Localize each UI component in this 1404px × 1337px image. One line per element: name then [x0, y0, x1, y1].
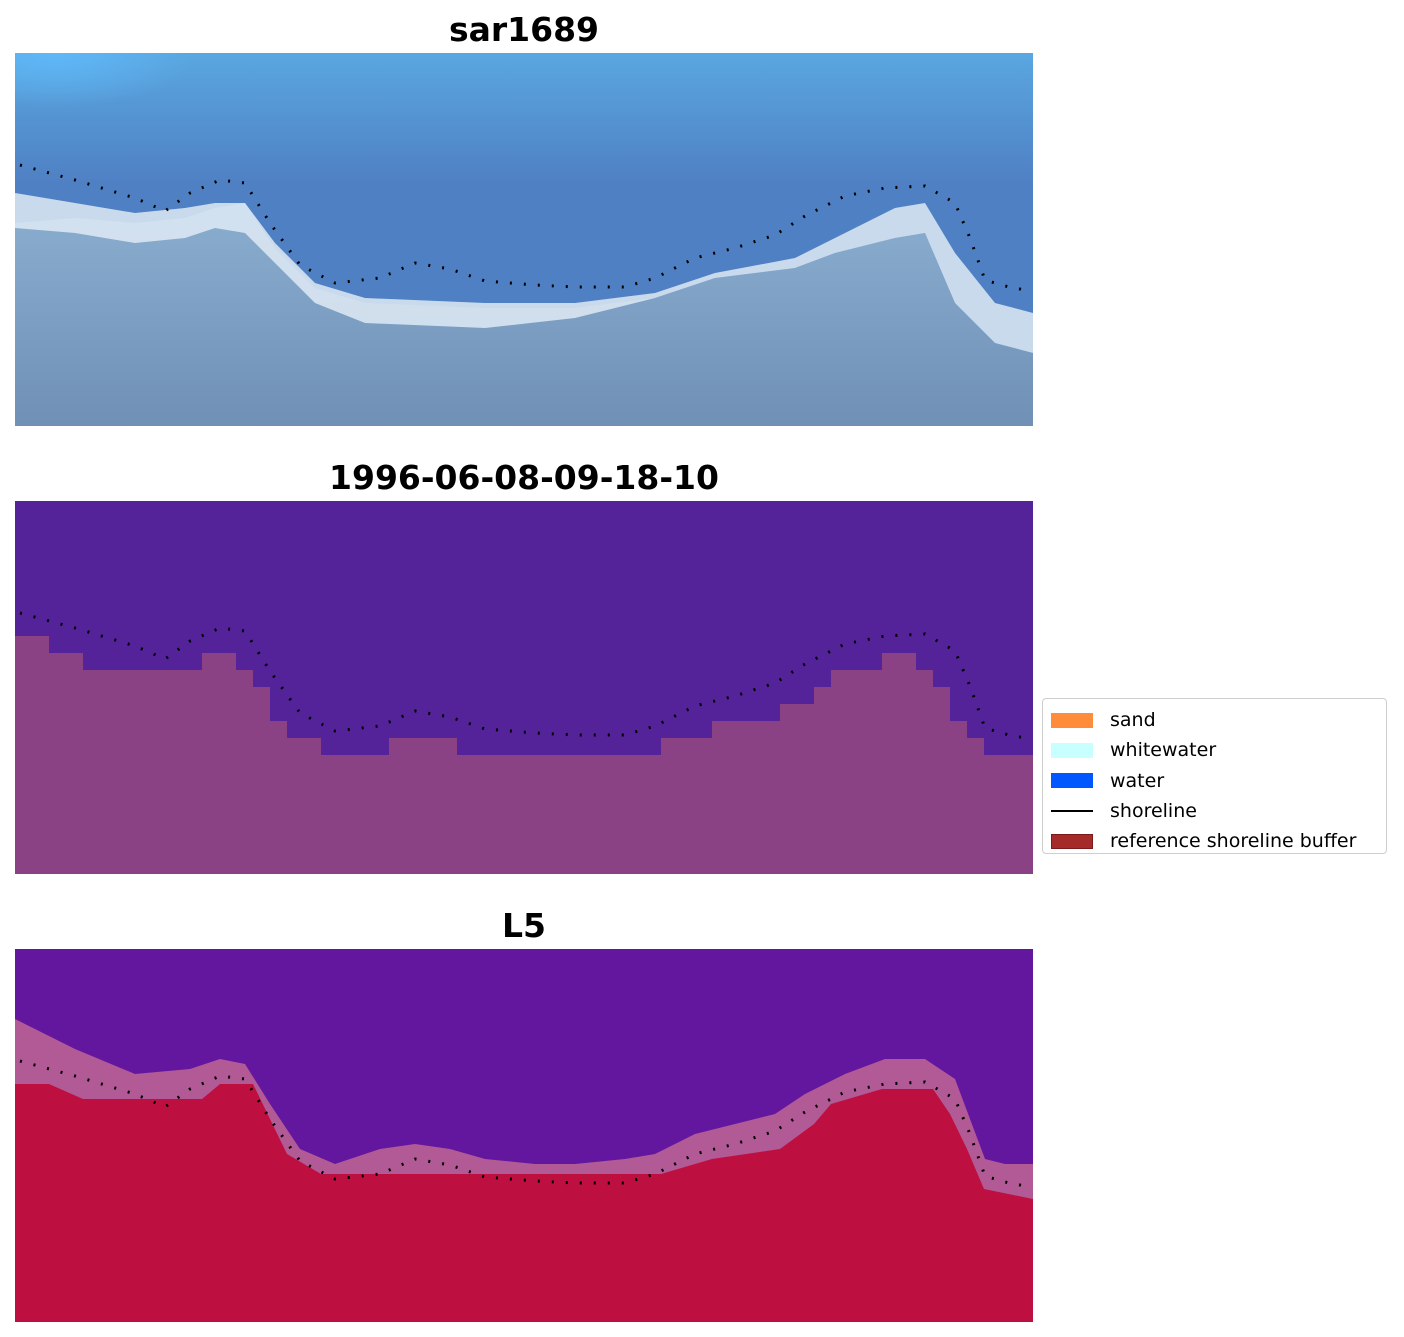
legend-line-shoreline	[1051, 810, 1093, 813]
ndwi-shoreline	[19, 1059, 1026, 1188]
rgb-top-glow	[15, 53, 415, 213]
legend-swatch-sand	[1051, 712, 1093, 728]
legend-label-reference-buffer: reference shoreline buffer	[1110, 830, 1357, 853]
legend-item-reference-buffer: reference shoreline buffer	[1051, 826, 1386, 856]
legend-label-shoreline: shoreline	[1110, 800, 1197, 823]
rgb-image-panel	[15, 53, 1033, 426]
panel-title-classification: 1996-06-08-09-18-10	[329, 458, 719, 497]
panel-title-rgb: sar1689	[448, 10, 600, 49]
ndwi-panel	[15, 949, 1033, 1322]
legend-item-sand: sand	[1051, 705, 1386, 735]
legend-label-water: water	[1110, 769, 1165, 792]
legend-item-shoreline: shoreline	[1051, 796, 1386, 826]
legend-swatch-reference-buffer	[1051, 833, 1093, 849]
classification-panel	[15, 501, 1033, 874]
legend-item-whitewater: whitewater	[1051, 735, 1386, 765]
classification-shoreline	[19, 611, 1026, 740]
rgb-whitewater-band	[15, 193, 1033, 353]
rgb-shoreline	[19, 163, 1026, 292]
panel-title-ndwi: L5	[502, 906, 546, 945]
legend-label-whitewater: whitewater	[1110, 739, 1217, 762]
legend: sand whitewater water shoreline referenc…	[1042, 698, 1387, 854]
legend-swatch-whitewater	[1051, 742, 1093, 758]
legend-swatch-water	[1051, 773, 1093, 789]
legend-item-water: water	[1051, 766, 1386, 796]
ndwi-land-region	[15, 1084, 1033, 1322]
classified-land-region	[15, 636, 1033, 874]
legend-label-sand: sand	[1110, 709, 1156, 732]
